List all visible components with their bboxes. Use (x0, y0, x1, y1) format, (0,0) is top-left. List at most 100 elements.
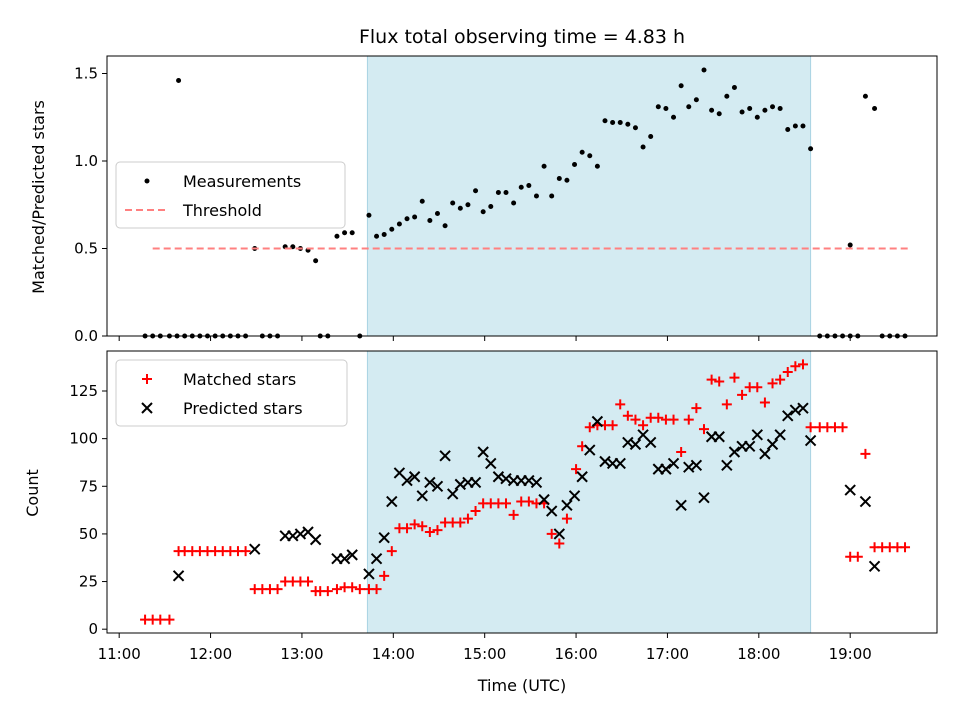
observing-window-shade (367, 56, 811, 336)
matched-stars-point (729, 372, 740, 383)
predicted-stars-point (743, 440, 756, 452)
measurement-point (686, 104, 692, 110)
predicted-stars-point (667, 457, 680, 470)
x-tick-label: 12:00 (189, 645, 232, 663)
predicted-stars-point (338, 552, 351, 565)
y-tick-label: 75 (79, 477, 98, 495)
matched-stars-point (546, 528, 557, 539)
top-panel: 0.0 0.5 1.0 1.5 Measurements Threshold (74, 55, 938, 345)
measurement-point (587, 153, 593, 159)
y-tick-label: 0 (88, 620, 98, 638)
measurement-point (777, 106, 783, 111)
measurement-point (693, 97, 699, 103)
predicted-stars-point (859, 495, 872, 508)
predicted-stars-point (728, 446, 741, 458)
matched-stars-point (900, 542, 911, 553)
predicted-stars-point (485, 457, 497, 470)
predicted-stars-point (378, 532, 390, 544)
x-tick-label: 17:00 (646, 645, 689, 663)
bottom-y-axis-label: Count (23, 469, 42, 517)
measurement-point (602, 118, 608, 124)
measurement-point (526, 183, 532, 188)
predicted-stars-point (469, 476, 482, 489)
matched-stars-point (714, 376, 725, 387)
matched-stars-point (554, 538, 565, 549)
matched-stars-point (676, 446, 687, 457)
measurement-point (572, 162, 578, 167)
measurement-point (862, 93, 868, 99)
measurement-point (754, 114, 760, 120)
matched-stars-point (523, 496, 534, 507)
predicted-stars-point (309, 533, 322, 546)
matched-stars-point (775, 374, 786, 385)
measurement-point (640, 144, 646, 150)
measurement-point (556, 176, 562, 181)
measurement-point (564, 177, 570, 183)
predicted-stars-point (477, 446, 489, 458)
measurement-point (434, 211, 440, 216)
measurement-point (770, 104, 776, 110)
matched-stars-point (379, 570, 390, 581)
matched-stars-point (402, 523, 413, 534)
predicted-stars-point (698, 492, 710, 504)
matched-stars-point (322, 586, 333, 597)
predicted-stars-point (408, 471, 421, 483)
matched-stars-point (571, 464, 582, 475)
measurement-point (473, 188, 479, 194)
measurement-point (176, 78, 182, 83)
measurement-point (617, 120, 623, 125)
legend-predicted-marker (141, 402, 153, 414)
x-axis-label: Time (UTC) (477, 676, 566, 695)
matched-stars-point (683, 414, 694, 425)
predicted-stars-point (629, 438, 642, 451)
measurement-point (872, 106, 878, 111)
measurement-point (412, 214, 418, 220)
predicted-stars-point (545, 505, 558, 517)
measurement-point (419, 198, 425, 204)
matched-stars-point (691, 403, 702, 414)
measurement-point (594, 163, 600, 169)
measurement-point (724, 93, 730, 99)
measurement-point (381, 232, 387, 237)
y-tick-label: 0.0 (74, 327, 98, 345)
chart-title: Flux total observing time = 4.83 h (359, 26, 685, 48)
predicted-stars-point (782, 410, 794, 422)
measurement-point (349, 230, 355, 236)
measurement-point (488, 204, 494, 209)
predicted-stars-point (774, 429, 786, 441)
matched-stars-point (752, 382, 763, 393)
observing-window-shade (367, 351, 811, 633)
matched-stars-point (767, 378, 778, 389)
measurement-point (457, 205, 463, 211)
bottom-panel: 0 25 50 75 100 125 11:00 12:00 13:00 14:00 15:00 16… (69, 350, 938, 663)
predicted-stars-point (690, 459, 703, 472)
measurement-point (739, 109, 745, 115)
axes-frame (106, 350, 938, 634)
legend-box (115, 161, 346, 229)
predicted-stars-point (721, 459, 733, 472)
predicted-stars-point (439, 450, 451, 462)
measurement-point (663, 106, 669, 111)
measurement-point (342, 230, 348, 236)
matched-stars-point (331, 584, 342, 595)
measurement-point (334, 233, 340, 239)
measurement-point (579, 149, 585, 155)
predicted-stars-point (424, 476, 436, 489)
legend-box (115, 359, 348, 427)
measurement-point (625, 121, 631, 127)
measurement-point (785, 127, 791, 132)
measurement-point (480, 209, 486, 215)
predicted-stars-point (530, 476, 543, 489)
matched-stars-point (782, 366, 793, 377)
matched-stars-point (462, 513, 473, 524)
matched-stars-point (790, 361, 801, 372)
matched-stars-point (737, 389, 748, 400)
predicted-stars-point (766, 438, 779, 451)
matched-stars-point (630, 414, 641, 425)
matched-stars-point (852, 551, 863, 562)
y-tick-label: 100 (69, 430, 98, 448)
measurement-point (648, 134, 654, 139)
measurement-point (549, 193, 555, 199)
predicted-stars-point (249, 543, 261, 555)
